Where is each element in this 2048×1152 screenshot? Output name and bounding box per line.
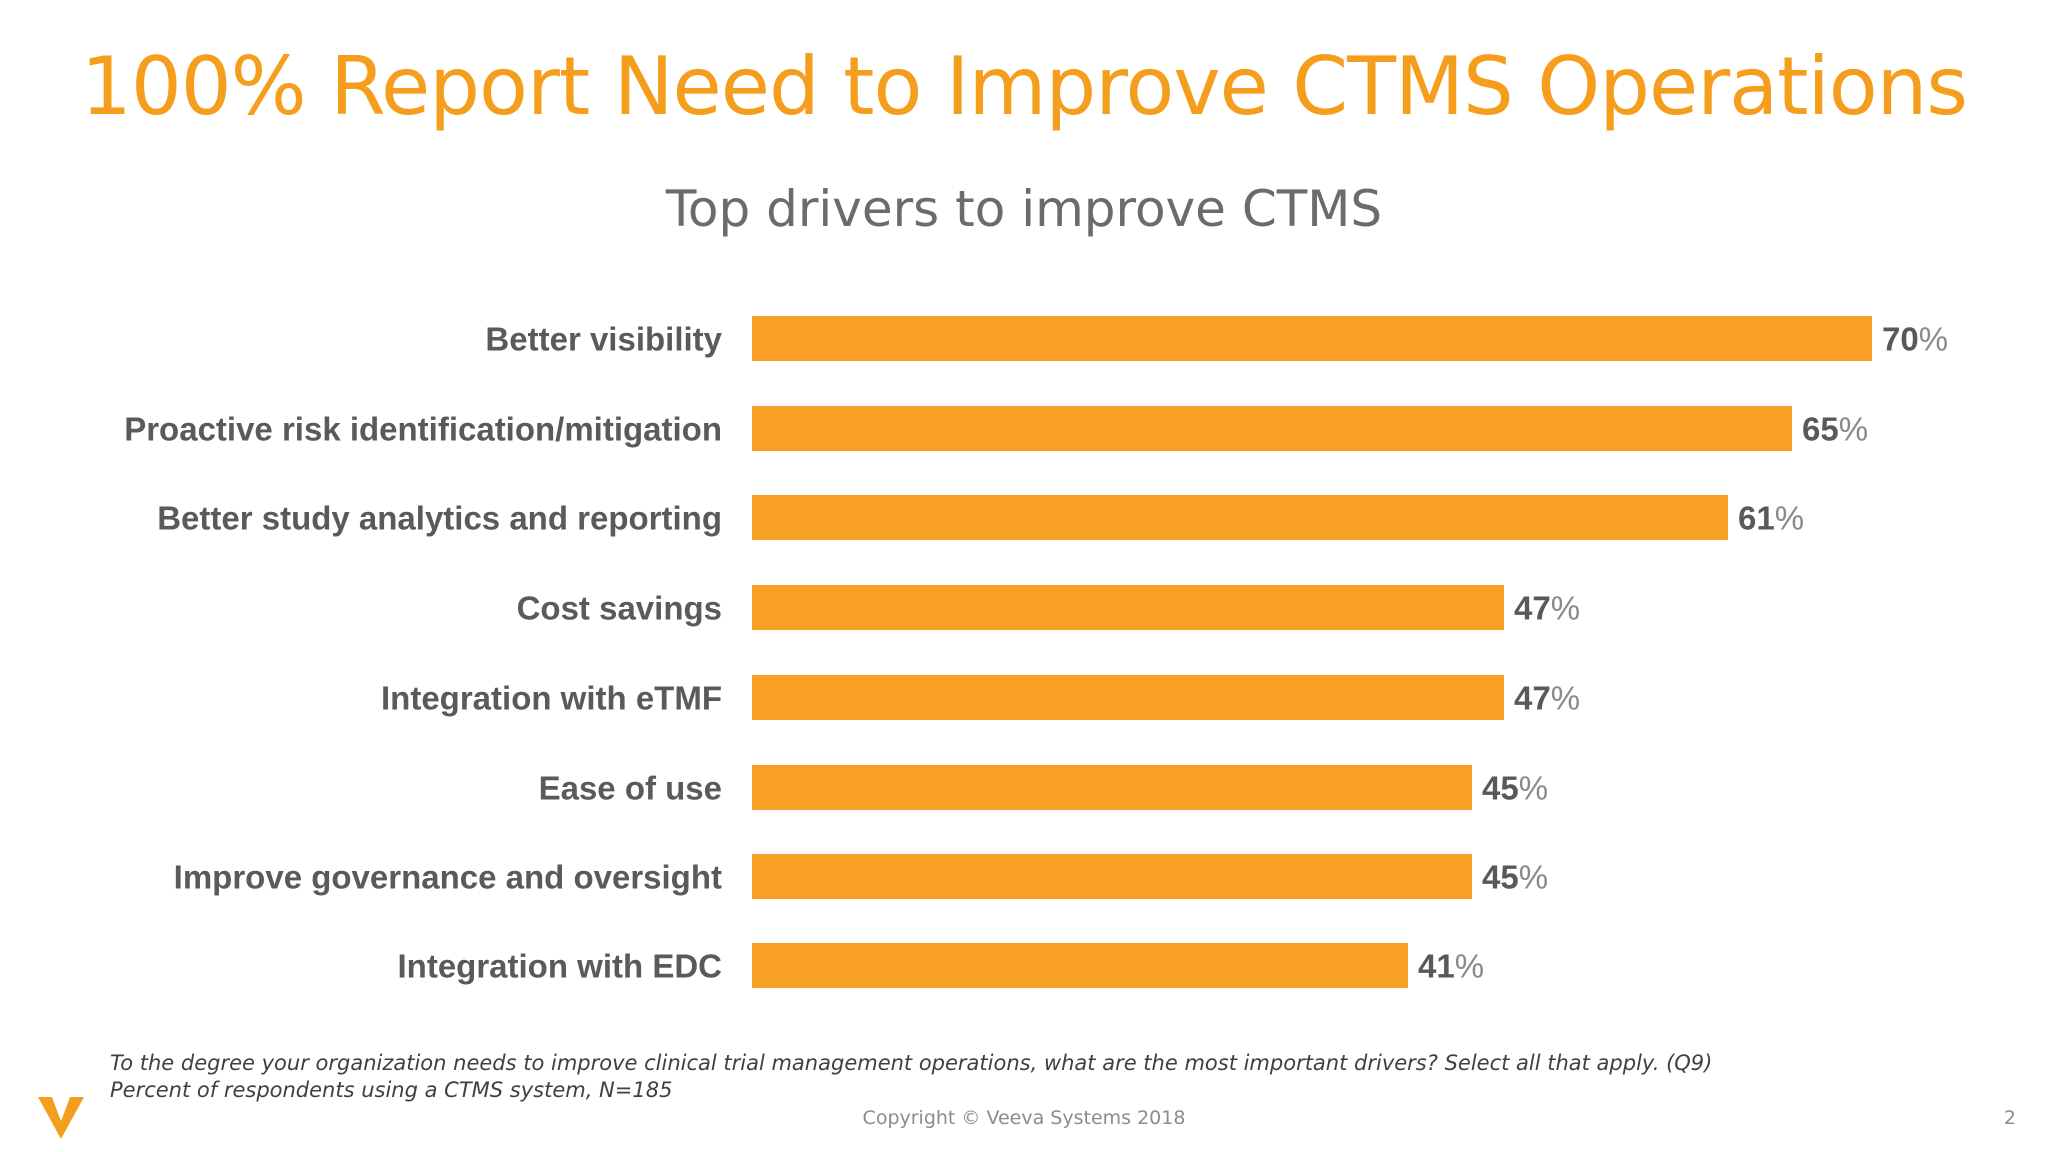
value-label: 65%: [1802, 411, 1868, 448]
category-label: Cost savings: [517, 590, 722, 627]
slide-title: 100% Report Need to Improve CTMS Operati…: [80, 40, 1968, 133]
category-label: Improve governance and oversight: [174, 859, 722, 896]
value-label: 45%: [1482, 859, 1548, 896]
value-label: 61%: [1738, 500, 1804, 537]
copyright-text: Copyright © Veeva Systems 2018: [862, 1107, 1186, 1129]
bar-chart: Better visibility 70% Proactive risk ident…: [124, 316, 1948, 988]
value-label: 41%: [1418, 948, 1484, 985]
bar: [752, 675, 1504, 720]
bar: [752, 854, 1472, 899]
footnote: To the degree your organization needs to…: [110, 1050, 1712, 1104]
value-label: 47%: [1514, 590, 1580, 627]
category-label: Better visibility: [485, 321, 722, 358]
category-label: Proactive risk identification/mitigation: [124, 411, 722, 448]
value-label: 45%: [1482, 770, 1548, 807]
footnote-base: Percent of respondents using a CTMS syst…: [110, 1078, 673, 1102]
page-number: 2: [2003, 1107, 2016, 1129]
veeva-v-logo-icon: [38, 1097, 84, 1139]
category-label: Ease of use: [539, 770, 722, 807]
bar: [752, 316, 1872, 361]
footnote-question: To the degree your organization needs to…: [110, 1051, 1713, 1075]
bar: [752, 495, 1728, 540]
bar: [752, 585, 1504, 630]
bar: [752, 943, 1408, 988]
chart-title: Top drivers to improve CTMS: [665, 180, 1383, 238]
bar: [752, 765, 1472, 810]
category-label: Integration with eTMF: [381, 680, 722, 717]
value-label: 70%: [1882, 321, 1948, 358]
value-label: 47%: [1514, 680, 1580, 717]
category-label: Integration with EDC: [398, 948, 723, 985]
category-label: Better study analytics and reporting: [157, 500, 722, 537]
bar: [752, 406, 1792, 451]
